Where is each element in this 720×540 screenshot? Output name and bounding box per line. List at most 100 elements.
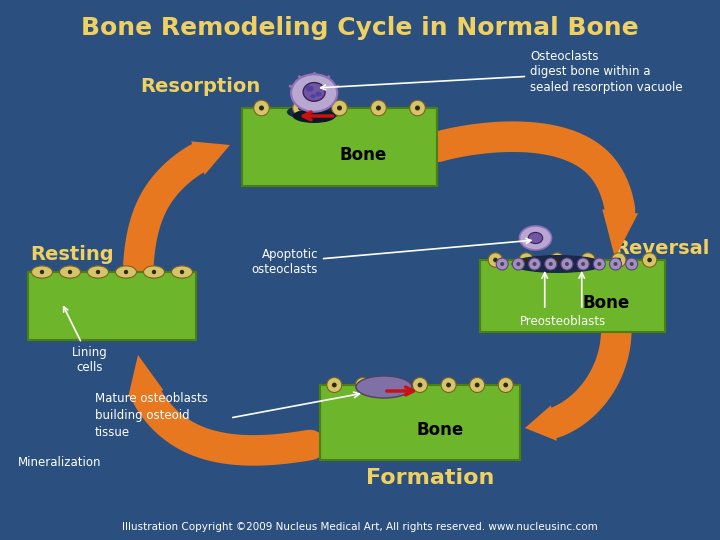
Text: Preosteoblasts: Preosteoblasts [520, 315, 606, 328]
Ellipse shape [115, 266, 137, 278]
Text: Bone: Bone [339, 146, 387, 164]
Bar [242, 108, 437, 186]
Circle shape [581, 253, 595, 267]
Ellipse shape [60, 266, 81, 278]
Circle shape [561, 258, 573, 270]
Circle shape [415, 105, 420, 111]
Circle shape [441, 377, 456, 393]
Ellipse shape [293, 109, 336, 123]
Circle shape [642, 253, 657, 267]
Text: Mature osteoblasts
building osteoid
tissue: Mature osteoblasts building osteoid tiss… [95, 392, 208, 438]
Ellipse shape [291, 75, 337, 112]
Text: Bone Remodeling Cycle in Normal Bone: Bone Remodeling Cycle in Normal Bone [81, 16, 639, 40]
Ellipse shape [32, 266, 53, 278]
Ellipse shape [528, 232, 543, 244]
Polygon shape [191, 141, 230, 175]
Circle shape [581, 262, 585, 266]
Ellipse shape [88, 266, 109, 278]
Ellipse shape [310, 94, 315, 98]
Circle shape [384, 377, 399, 393]
Bar [480, 260, 665, 332]
Text: Osteoclasts
digest bone within a
sealed resorption vacuole: Osteoclasts digest bone within a sealed … [320, 51, 683, 93]
Circle shape [152, 270, 156, 274]
Ellipse shape [306, 86, 314, 92]
Circle shape [356, 377, 370, 393]
Text: Reversal: Reversal [614, 239, 710, 258]
Circle shape [613, 262, 618, 266]
Polygon shape [128, 355, 163, 397]
Text: Resting: Resting [30, 246, 114, 265]
Ellipse shape [303, 83, 325, 102]
Circle shape [180, 270, 184, 274]
Circle shape [389, 383, 394, 387]
Text: Illustration Copyright ©2009 Nucleus Medical Art, All rights reserved. www.nucle: Illustration Copyright ©2009 Nucleus Med… [122, 522, 598, 532]
Circle shape [259, 105, 264, 111]
Circle shape [337, 105, 342, 111]
Text: Resorption: Resorption [140, 78, 260, 97]
Ellipse shape [171, 266, 192, 278]
Circle shape [40, 270, 44, 274]
Circle shape [68, 270, 72, 274]
Circle shape [298, 105, 303, 111]
Text: Bone: Bone [416, 421, 464, 439]
Ellipse shape [287, 104, 341, 120]
Circle shape [503, 383, 508, 387]
Circle shape [500, 262, 504, 266]
Circle shape [498, 377, 513, 393]
Text: Apoptotic
osteoclasts: Apoptotic osteoclasts [251, 239, 531, 276]
Ellipse shape [315, 92, 322, 97]
Circle shape [474, 383, 480, 387]
Circle shape [519, 253, 534, 267]
Circle shape [545, 258, 557, 270]
Bar [28, 272, 196, 340]
Circle shape [488, 253, 503, 267]
Circle shape [611, 253, 626, 267]
Circle shape [585, 258, 590, 262]
Circle shape [533, 262, 536, 266]
Circle shape [253, 100, 269, 116]
Circle shape [610, 258, 621, 270]
Circle shape [524, 258, 528, 262]
Ellipse shape [511, 255, 604, 273]
Circle shape [647, 258, 652, 262]
Circle shape [376, 105, 381, 111]
Circle shape [327, 377, 342, 393]
Ellipse shape [520, 226, 552, 250]
Text: Formation: Formation [366, 468, 494, 488]
Circle shape [626, 258, 638, 270]
Circle shape [516, 262, 521, 266]
Bar [320, 385, 520, 460]
Text: Lining
cells: Lining cells [63, 307, 108, 374]
Circle shape [565, 262, 569, 266]
Circle shape [332, 383, 337, 387]
Circle shape [493, 258, 498, 262]
Circle shape [418, 383, 423, 387]
Circle shape [593, 258, 606, 270]
Polygon shape [603, 210, 638, 258]
Circle shape [513, 258, 524, 270]
Polygon shape [525, 406, 557, 441]
Circle shape [549, 262, 553, 266]
Circle shape [410, 100, 426, 116]
Circle shape [598, 262, 601, 266]
Circle shape [550, 253, 564, 267]
Circle shape [616, 258, 621, 262]
Circle shape [371, 100, 387, 116]
Circle shape [124, 270, 128, 274]
Circle shape [528, 258, 541, 270]
Circle shape [96, 270, 100, 274]
Circle shape [332, 100, 347, 116]
Ellipse shape [356, 376, 412, 398]
Ellipse shape [143, 266, 164, 278]
Text: Mineralization: Mineralization [18, 456, 102, 469]
Circle shape [446, 383, 451, 387]
Circle shape [361, 383, 365, 387]
Circle shape [630, 262, 634, 266]
Circle shape [469, 377, 485, 393]
Text: Bone: Bone [582, 294, 629, 312]
Circle shape [555, 258, 559, 262]
Circle shape [413, 377, 428, 393]
Circle shape [496, 258, 508, 270]
Circle shape [577, 258, 589, 270]
Circle shape [293, 100, 308, 116]
